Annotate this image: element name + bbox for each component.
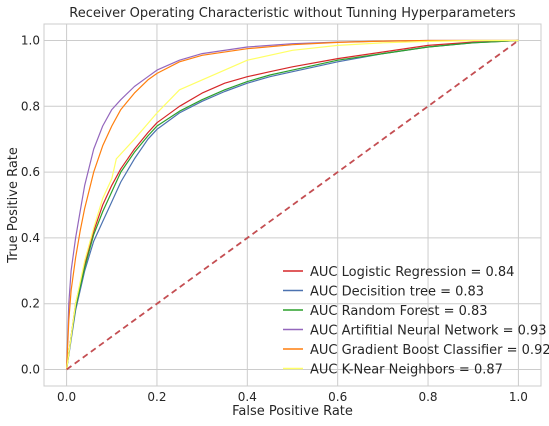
y-tick-label: 0.6 [21,165,40,179]
roc-curve-line [66,39,519,370]
y-tick-label: 0.0 [21,363,40,377]
grid [44,24,541,386]
x-tick-label: 0.6 [328,390,347,404]
x-tick-label: 0.4 [238,390,257,404]
chart-title: Receiver Operating Characteristic withou… [69,6,516,21]
tick-labels: 0.0 0.2 0.4 0.6 0.8 1.0 0.0 0.2 0.4 0.6 0.8 1.0 [21,33,528,404]
roc-curve-line [66,39,519,370]
plot-frame [43,23,542,387]
roc-curve-line [66,39,519,370]
y-tick-label: 0.4 [21,231,40,245]
legend-entry: AUC K-Near Neighbors = 0.87 [310,363,503,378]
roc-curve-line [66,39,519,370]
y-tick-label: 0.2 [21,297,40,311]
x-tick-label: 1.0 [509,390,528,404]
x-tick-label: 0.0 [57,390,76,404]
legend-entry: AUC Logistic Regression = 0.84 [310,265,514,280]
x-tick-label: 0.8 [418,390,437,404]
legend: AUC Logistic Regression = 0.84 AUC Decisi… [283,265,549,378]
y-tick-label: 0.8 [21,99,40,113]
x-tick-label: 0.2 [147,390,166,404]
legend-entry: AUC Gradient Boost Classifier = 0.92 [310,343,549,358]
x-axis-label: False Positive Rate [232,404,353,419]
y-axis-label: True Positive Rate [6,147,21,264]
roc-curve-line [66,39,519,370]
chance-diagonal-line [66,39,519,371]
legend-entry: AUC Decisition tree = 0.83 [310,285,484,300]
series-lines [66,39,519,371]
y-tick-label: 1.0 [21,33,40,47]
legend-entry: AUC Random Forest = 0.83 [310,304,488,319]
legend-entry: AUC Artifitial Neural Network = 0.93 [310,324,547,339]
